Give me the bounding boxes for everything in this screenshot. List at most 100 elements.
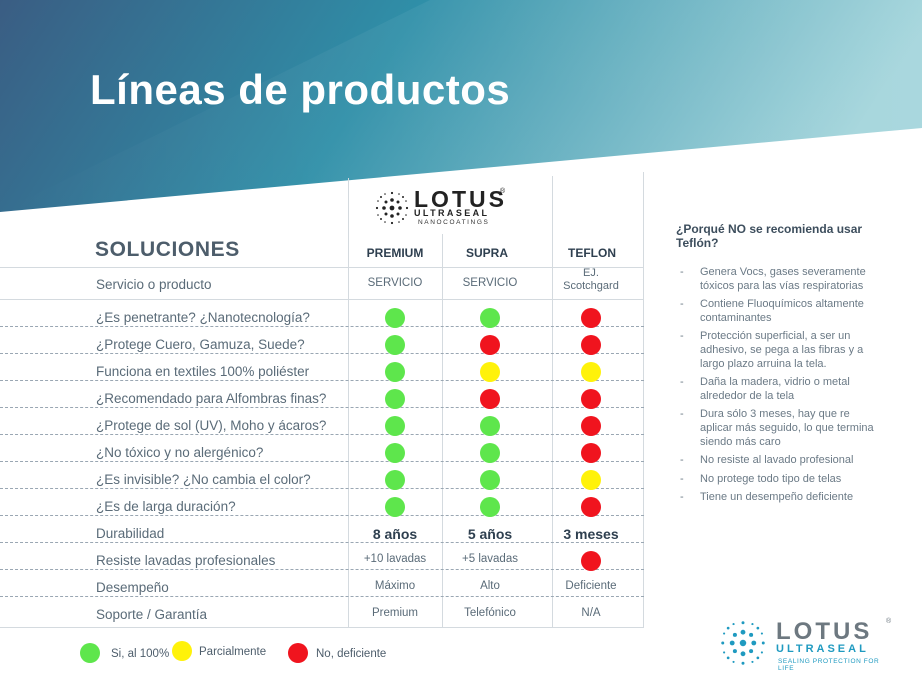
row-label: ¿Es invisible? ¿No cambia el color? (96, 472, 311, 487)
row-label: Resiste lavadas profesionales (96, 553, 276, 568)
status-dot-red (581, 308, 601, 328)
list-item: - Daña la madera, vidrio o metal alrededo… (680, 376, 880, 403)
row-label: Desempeño (96, 580, 169, 595)
table-cell: N/A (581, 607, 601, 619)
row-divider (0, 515, 644, 516)
column-divider (442, 234, 443, 628)
list-item-text: Protección superficial, a ser un adhesiv… (700, 330, 864, 370)
row-divider (0, 627, 644, 628)
bullet-dash: - (680, 408, 684, 421)
table-cell: EJ. Scotchgard (563, 267, 619, 292)
row-divider (0, 569, 644, 570)
column-divider (643, 172, 644, 628)
status-dot-red (581, 497, 601, 517)
status-dot-green (480, 308, 500, 328)
legend-label: Parcialmente (199, 646, 267, 658)
status-dot-green (385, 389, 405, 409)
side-question: ¿Porqué NO se recomienda usar Teflón? (676, 222, 863, 250)
status-dot-green (385, 416, 405, 436)
status-dot-yellow (581, 470, 601, 490)
list-item: - No protege todo tipo de telas (680, 473, 880, 487)
row-label: ¿Protege de sol (UV), Moho y ácaros? (96, 418, 327, 433)
table-cell: Deficiente (565, 580, 617, 592)
row-divider (0, 353, 644, 354)
status-dot-green (480, 443, 500, 463)
column-header-supra: SUPRA (465, 246, 508, 260)
list-item: - Genera Vocs, gases severamente tóxicos … (680, 266, 880, 293)
status-dot-red (581, 443, 601, 463)
row-divider (0, 407, 644, 408)
lotus-ultraseal-logo: LOTUS ® ULTRASEAL NANOCOATINGS (372, 186, 518, 230)
logo-tagline: NANOCOATINGS (418, 219, 490, 226)
logo-subtitle: ULTRASEAL (776, 643, 869, 655)
row-label: ¿Es de larga duración? (96, 499, 236, 514)
table-cell: SERVICIO (367, 277, 423, 289)
status-dot-green (480, 470, 500, 490)
logo-mark: ® (886, 618, 892, 625)
table-cell: Alto (480, 580, 500, 592)
status-dot-green (480, 416, 500, 436)
column-header-teflon: TEFLON (568, 246, 616, 260)
table-cell: +10 lavadas (363, 553, 427, 565)
dots-logo-icon (721, 621, 765, 665)
table-cell: +5 lavadas (462, 553, 518, 565)
table-cell: Premium (371, 607, 418, 619)
bullet-dash: - (680, 376, 684, 389)
logo-word: LOTUS (414, 186, 507, 212)
table-cell: 3 meses (563, 526, 619, 542)
list-item-text: Contiene Fluoquímicos altamente contamin… (700, 298, 864, 324)
status-dot-red (480, 335, 500, 355)
row-label: ¿Protege Cuero, Gamuza, Suede? (96, 337, 305, 352)
bullet-dash: - (680, 298, 684, 311)
list-item-text: No resiste al lavado profesional (700, 454, 854, 467)
bullet-dash: - (680, 454, 684, 467)
row-divider (0, 326, 644, 327)
table-cell: 5 años (467, 526, 513, 542)
logo-tagline: SEALING PROTECTION FOR LIFE (778, 658, 880, 672)
status-dot-green (480, 497, 500, 517)
status-dot-red (581, 389, 601, 409)
row-divider (0, 434, 644, 435)
list-item-text: No protege todo tipo de telas (700, 472, 842, 485)
status-dot-green (385, 470, 405, 490)
list-item: - Contiene Fluoquímicos altamente contami… (680, 298, 880, 325)
legend-swatch-green (80, 643, 100, 663)
row-label: Servicio o producto (96, 277, 212, 292)
dots-logo-icon (375, 191, 409, 225)
list-item-text: Tiene un desempeño deficiente (700, 491, 854, 504)
table-cell: 8 años (372, 526, 418, 542)
row-divider (0, 596, 644, 597)
status-dot-red (581, 416, 601, 436)
row-label: Funciona en textiles 100% poliéster (96, 364, 310, 379)
list-item: - Protección superficial, a ser un adhesi… (680, 330, 880, 371)
bullet-dash: - (680, 330, 684, 343)
legend-swatch-red (288, 643, 308, 663)
list-item-text: Daña la madera, vidrio o metal alrededor… (700, 376, 850, 402)
status-dot-green (385, 308, 405, 328)
row-divider (0, 542, 644, 543)
status-dot-green (385, 335, 405, 355)
list-item: - Dura sólo 3 meses, hay que re aplicar m… (680, 408, 880, 449)
logo-word: LOTUS (776, 618, 873, 645)
status-dot-red (480, 389, 500, 409)
list-item: - Tiene un desempeño deficiente (680, 491, 880, 505)
lotus-ultraseal-logo-bottom: LOTUS ® ULTRASEAL SEALING PROTECTION FOR… (716, 616, 896, 672)
legend-label: Si, al 100% (111, 648, 170, 660)
bullet-dash: - (680, 266, 684, 278)
table-cell: SERVICIO (462, 277, 518, 289)
column-header-premium: PREMIUM (366, 246, 424, 260)
row-label: Durabilidad (96, 526, 165, 541)
bullet-dash: - (680, 472, 684, 485)
row-divider (0, 461, 644, 462)
teflon-reasons-list: - Genera Vocs, gases severamente tóxicos … (680, 266, 880, 510)
legend-swatch-yellow (172, 641, 192, 661)
status-dot-green (385, 497, 405, 517)
row-label: ¿Recomendado para Alfombras finas? (96, 391, 327, 406)
table-cell: Telefónico (464, 607, 516, 619)
row-label: ¿Es penetrante? ¿Nanotecnología? (96, 310, 310, 325)
row-divider (0, 267, 644, 268)
logo-subtitle: ULTRASEAL (414, 208, 490, 218)
page-title: Líneas de productos (90, 66, 511, 113)
row-divider (0, 488, 644, 489)
bullet-dash: - (680, 491, 684, 504)
